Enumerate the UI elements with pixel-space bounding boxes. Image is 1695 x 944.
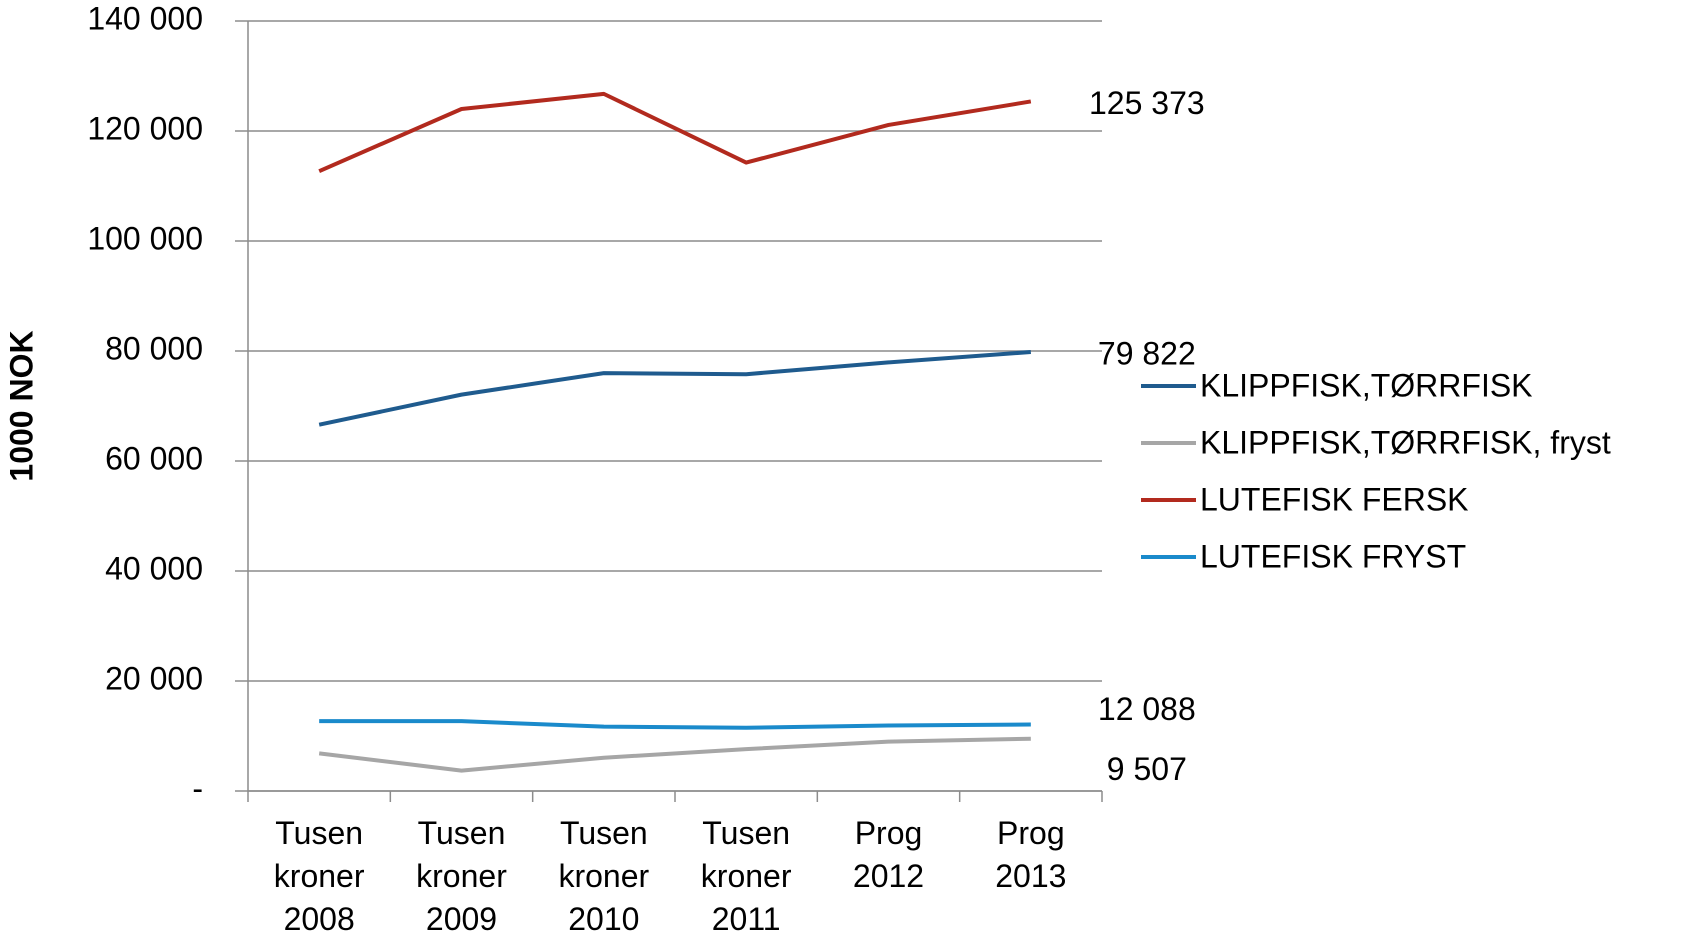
- y-tick-label: 60 000: [105, 440, 203, 476]
- y-axis-label: 1000 NOK: [3, 330, 39, 481]
- x-tick-label: Tusen kroner 2011: [700, 815, 792, 937]
- series-line: [319, 719, 1031, 730]
- data-label: 125 373: [1089, 85, 1205, 121]
- x-tick-label: Prog 2012: [852, 815, 925, 894]
- series-line: [318, 349, 1031, 427]
- y-tick-label: 80 000: [105, 330, 203, 366]
- data-label: 9 507: [1107, 751, 1187, 787]
- series-line: [318, 736, 1031, 773]
- y-tick-label: -: [192, 770, 203, 806]
- x-tick-label: Tusen kroner 2010: [558, 815, 650, 937]
- y-tick-label: 100 000: [87, 220, 203, 256]
- legend-label: KLIPPFISK,TØRRFISK, fryst: [1200, 424, 1611, 460]
- x-tick-label: Tusen kroner 2008: [273, 815, 365, 937]
- data-label: 79 822: [1098, 335, 1196, 371]
- y-tick-label: 40 000: [105, 550, 203, 586]
- y-tick-label: 120 000: [87, 110, 203, 146]
- x-tick-label: Tusen kroner 2009: [416, 815, 507, 937]
- legend-label: KLIPPFISK,TØRRFISK: [1200, 367, 1533, 403]
- data-label: 12 088: [1098, 691, 1196, 727]
- series-line: [318, 91, 1032, 173]
- y-tick-label: 140 000: [87, 0, 203, 36]
- y-tick-label: 20 000: [105, 660, 203, 696]
- legend-label: LUTEFISK FRYST: [1200, 538, 1466, 574]
- x-tick-label: Prog 2013: [995, 815, 1067, 894]
- legend-label: LUTEFISK FERSK: [1200, 481, 1469, 517]
